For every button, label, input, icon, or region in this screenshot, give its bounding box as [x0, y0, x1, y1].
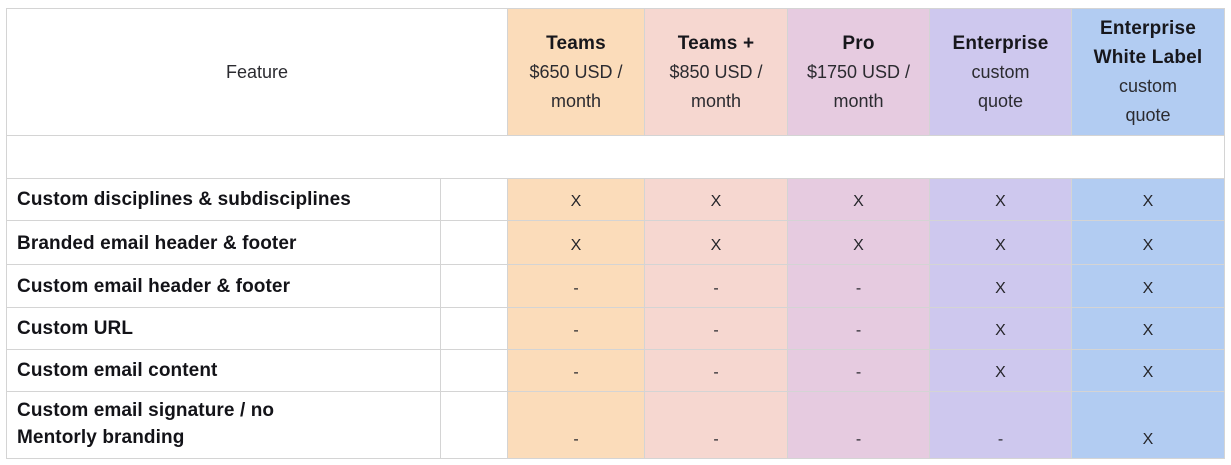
feature-label: Custom email signature / no Mentorly bra… [6, 391, 441, 459]
plan-name: White Label [1093, 47, 1203, 68]
mark-cell-teams: - [507, 307, 645, 350]
blank-cell [440, 391, 508, 459]
mark-cell-enterprise: - [929, 391, 1072, 459]
feature-label: Branded email header & footer [6, 220, 441, 265]
mark-cell-teams-plus: - [644, 264, 788, 308]
plan-price-line: month [833, 90, 884, 111]
blank-cell [440, 349, 508, 392]
blank-cell [440, 178, 508, 221]
mark-cell-teams-plus: - [644, 307, 788, 350]
mark-cell-teams: X [507, 178, 645, 221]
feature-label: Custom disciplines & subdisciplines [6, 178, 441, 221]
mark-cell-teams-plus: X [644, 220, 788, 265]
table-row: Branded email header & footer X X X X X [6, 220, 1225, 265]
mark-cell-teams: X [507, 220, 645, 265]
header-row: Feature Teams $650 USD / month Teams + $… [6, 8, 1225, 136]
mark-cell-teams-plus: X [644, 178, 788, 221]
table-row: Custom URL - - - X X [6, 307, 1225, 350]
mark-cell-teams-plus: - [644, 391, 788, 459]
mark-cell-teams: - [507, 349, 645, 392]
mark-cell-pro: - [787, 349, 930, 392]
mark-cell-pro: - [787, 307, 930, 350]
feature-label: Custom email header & footer [6, 264, 441, 308]
pricing-table: Feature Teams $650 USD / month Teams + $… [6, 8, 1225, 459]
table-row: Custom email content - - - X X [6, 349, 1225, 392]
mark-cell-pro: X [787, 220, 930, 265]
plan-header-teams-plus: Teams + $850 USD / month [644, 8, 788, 136]
plan-price-line: $650 USD / [529, 61, 623, 82]
mark-cell-pro: - [787, 264, 930, 308]
plan-price-line: custom [1118, 76, 1178, 96]
plan-header-pro: Pro $1750 USD / month [787, 8, 930, 136]
mark-cell-pro: X [787, 178, 930, 221]
plan-name: Pro [842, 32, 875, 54]
blank-cell [440, 220, 508, 265]
mark-cell-enterprise-white-label: X [1071, 264, 1225, 308]
mark-cell-enterprise: X [929, 178, 1072, 221]
mark-cell-enterprise: X [929, 307, 1072, 350]
mark-cell-pro: - [787, 391, 930, 459]
mark-cell-enterprise: X [929, 264, 1072, 308]
plan-price-line: $850 USD / [669, 61, 763, 82]
mark-cell-enterprise-white-label: X [1071, 391, 1225, 459]
plan-header-enterprise: Enterprise custom quote [929, 8, 1072, 136]
plan-price-line: custom [971, 61, 1030, 82]
mark-cell-enterprise: X [929, 220, 1072, 265]
plan-price-line: quote [977, 90, 1024, 111]
plan-price-line: $1750 USD / [806, 61, 911, 82]
feature-header-label: Feature [225, 61, 289, 82]
table-row: Custom email header & footer - - - X X [6, 264, 1225, 308]
mark-cell-enterprise-white-label: X [1071, 307, 1225, 350]
plan-name: Enterprise [952, 32, 1049, 54]
mark-cell-enterprise-white-label: X [1071, 349, 1225, 392]
plan-price-line: month [550, 90, 602, 111]
spacer-cell [6, 135, 1225, 179]
plan-header-teams: Teams $650 USD / month [507, 8, 645, 136]
plan-price-line: month [690, 90, 742, 111]
plan-name: Enterprise [1100, 18, 1196, 39]
feature-label: Custom URL [6, 307, 441, 350]
mark-cell-enterprise-white-label: X [1071, 220, 1225, 265]
blank-cell [440, 307, 508, 350]
mark-cell-teams: - [507, 264, 645, 308]
mark-cell-enterprise: X [929, 349, 1072, 392]
table-row: Custom email signature / no Mentorly bra… [6, 391, 1225, 459]
plan-name: Teams + [677, 32, 755, 54]
table-row: Custom disciplines & subdisciplines X X … [6, 178, 1225, 221]
plan-header-enterprise-white-label: Enterprise White Label custom quote [1071, 8, 1225, 136]
blank-cell [440, 264, 508, 308]
plan-price-line: quote [1125, 105, 1171, 125]
spacer-row [6, 135, 1225, 179]
mark-cell-enterprise-white-label: X [1071, 178, 1225, 221]
mark-cell-teams-plus: - [644, 349, 788, 392]
feature-label: Custom email content [6, 349, 441, 392]
plan-name: Teams [546, 32, 606, 54]
feature-column-header: Feature [6, 8, 508, 136]
mark-cell-teams: - [507, 391, 645, 459]
